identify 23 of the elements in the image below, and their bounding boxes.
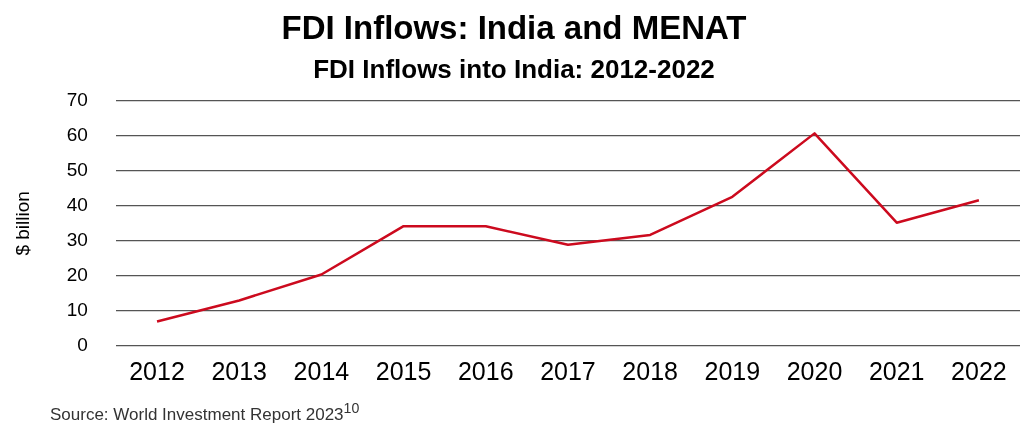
x-tick-label: 2020 — [786, 356, 843, 385]
x-tick-label: 2018 — [622, 356, 678, 385]
y-tick-label: 50 — [66, 159, 88, 181]
chart-title: FDI Inflows: India and MENAT — [281, 8, 747, 46]
x-tick-label: 2022 — [951, 356, 1007, 385]
y-tick-label: 30 — [66, 229, 88, 251]
x-tick-label: 2016 — [457, 356, 514, 385]
x-tick-label: 2012 — [129, 356, 185, 385]
y-axis-title: $ billion — [11, 191, 33, 256]
y-tick-label: 10 — [66, 299, 88, 321]
y-tick-label: 60 — [66, 124, 88, 146]
source-note: Source: World Investment Report 2023$^{10}$ — [50, 400, 361, 425]
x-tick-label: 2014 — [293, 356, 350, 385]
x-tick-label: 2019 — [704, 356, 761, 385]
chart-subtitle: FDI Inflows into India: 2012-2022 — [313, 54, 715, 85]
x-tick-label: 2015 — [375, 356, 432, 385]
y-tick-label: 40 — [66, 194, 88, 216]
y-tick-label: 0 — [77, 334, 88, 356]
y-tick-label: 70 — [66, 89, 88, 111]
y-tick-label: 20 — [66, 264, 88, 286]
x-tick-label: 2013 — [211, 356, 268, 385]
x-tick-label: 2017 — [540, 356, 596, 385]
x-tick-label: 2021 — [868, 356, 925, 385]
